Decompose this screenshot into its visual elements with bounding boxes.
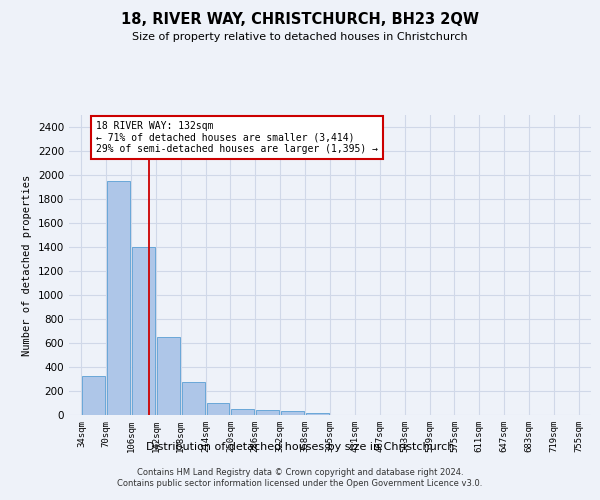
Y-axis label: Number of detached properties: Number of detached properties (22, 174, 32, 356)
Bar (281, 412, 304, 415)
Text: Distribution of detached houses by size in Christchurch: Distribution of detached houses by size … (146, 442, 454, 452)
Bar (107, 181, 130, 415)
Bar (306, 412, 329, 415)
Bar (132, 247, 155, 415)
Text: Contains HM Land Registry data © Crown copyright and database right 2024.
Contai: Contains HM Land Registry data © Crown c… (118, 468, 482, 487)
Bar (256, 410, 279, 415)
Bar (182, 382, 205, 415)
Text: 18 RIVER WAY: 132sqm
← 71% of detached houses are smaller (3,414)
29% of semi-de: 18 RIVER WAY: 132sqm ← 71% of detached h… (96, 121, 378, 154)
Bar (206, 403, 229, 415)
Bar (82, 376, 105, 415)
Bar (157, 337, 180, 415)
Bar (232, 409, 254, 415)
Text: Size of property relative to detached houses in Christchurch: Size of property relative to detached ho… (132, 32, 468, 42)
Text: 18, RIVER WAY, CHRISTCHURCH, BH23 2QW: 18, RIVER WAY, CHRISTCHURCH, BH23 2QW (121, 12, 479, 28)
